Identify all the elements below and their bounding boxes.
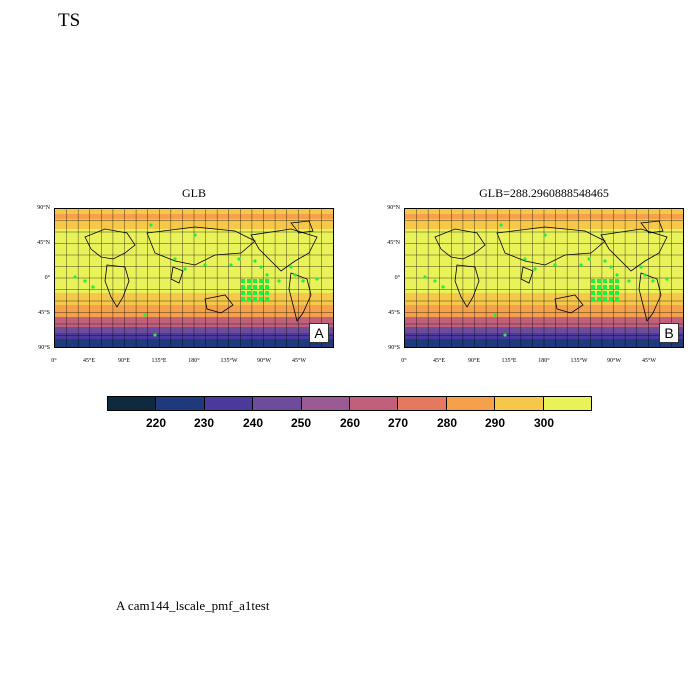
lon-label: 90°E <box>117 358 131 364</box>
temperature-map-b <box>405 209 683 347</box>
lat-label: 0° <box>394 275 400 281</box>
lon-label: 0° <box>401 358 407 364</box>
lon-label: 45°E <box>82 358 96 364</box>
panel-b-tag: B <box>659 323 679 343</box>
colorbar-swatch <box>253 397 302 410</box>
lon-label: 45°W <box>291 358 307 364</box>
colorbar-label: 220 <box>145 416 167 430</box>
colorbar-swatch <box>301 397 351 410</box>
lat-label: 45°N <box>387 240 400 246</box>
colorbar-label: 270 <box>387 416 409 430</box>
colorbar-swatch <box>398 397 447 410</box>
colorbar-label: 250 <box>290 416 312 430</box>
lon-label: 180° <box>538 358 550 364</box>
colorbar-swatch <box>108 397 157 410</box>
lat-label: 90°N <box>387 205 400 211</box>
lon-label: 135°E <box>501 358 517 364</box>
lon-label: 90°E <box>467 358 481 364</box>
lon-label: 180° <box>188 358 200 364</box>
lon-label: 0° <box>51 358 57 364</box>
lon-label: 135°E <box>151 358 167 364</box>
colorbar <box>107 396 592 411</box>
map-panel-a: A <box>54 208 334 348</box>
lon-label: 90°W <box>606 358 622 364</box>
colorbar-swatch <box>495 397 544 410</box>
lat-label: 90°S <box>388 345 400 351</box>
colorbar-label: 260 <box>339 416 361 430</box>
colorbar-swatch <box>350 397 399 410</box>
lon-label: 90°W <box>256 358 272 364</box>
colorbar-swatch <box>156 397 205 410</box>
lat-label: 0° <box>44 275 50 281</box>
colorbar-label: 290 <box>484 416 506 430</box>
colorbar-label: 280 <box>436 416 458 430</box>
colorbar-swatch <box>543 397 592 410</box>
lat-label: 45°S <box>38 310 50 316</box>
map-panel-b: B <box>404 208 684 348</box>
panel-a-tag: A <box>309 323 329 343</box>
colorbar-label: 230 <box>193 416 215 430</box>
panel-a-title: GLB <box>182 186 206 200</box>
lat-label: 45°N <box>37 240 50 246</box>
lon-label: 135°W <box>570 358 588 364</box>
lat-label: 90°N <box>37 205 50 211</box>
colorbar-swatch <box>446 397 496 410</box>
caption: A cam144_lscale_pmf_a1test <box>116 598 270 613</box>
lon-label: 45°E <box>432 358 446 364</box>
colorbar-label: 300 <box>533 416 555 430</box>
temperature-map-a <box>55 209 333 347</box>
lat-label: 90°S <box>38 345 50 351</box>
page-title: TS <box>58 10 81 31</box>
colorbar-swatch <box>204 397 254 410</box>
colorbar-label: 240 <box>242 416 264 430</box>
lon-label: 45°W <box>641 358 657 364</box>
lat-label: 45°S <box>388 310 400 316</box>
panel-b-title: GLB=288.2960888548465 <box>479 186 609 200</box>
lon-label: 135°W <box>220 358 238 364</box>
